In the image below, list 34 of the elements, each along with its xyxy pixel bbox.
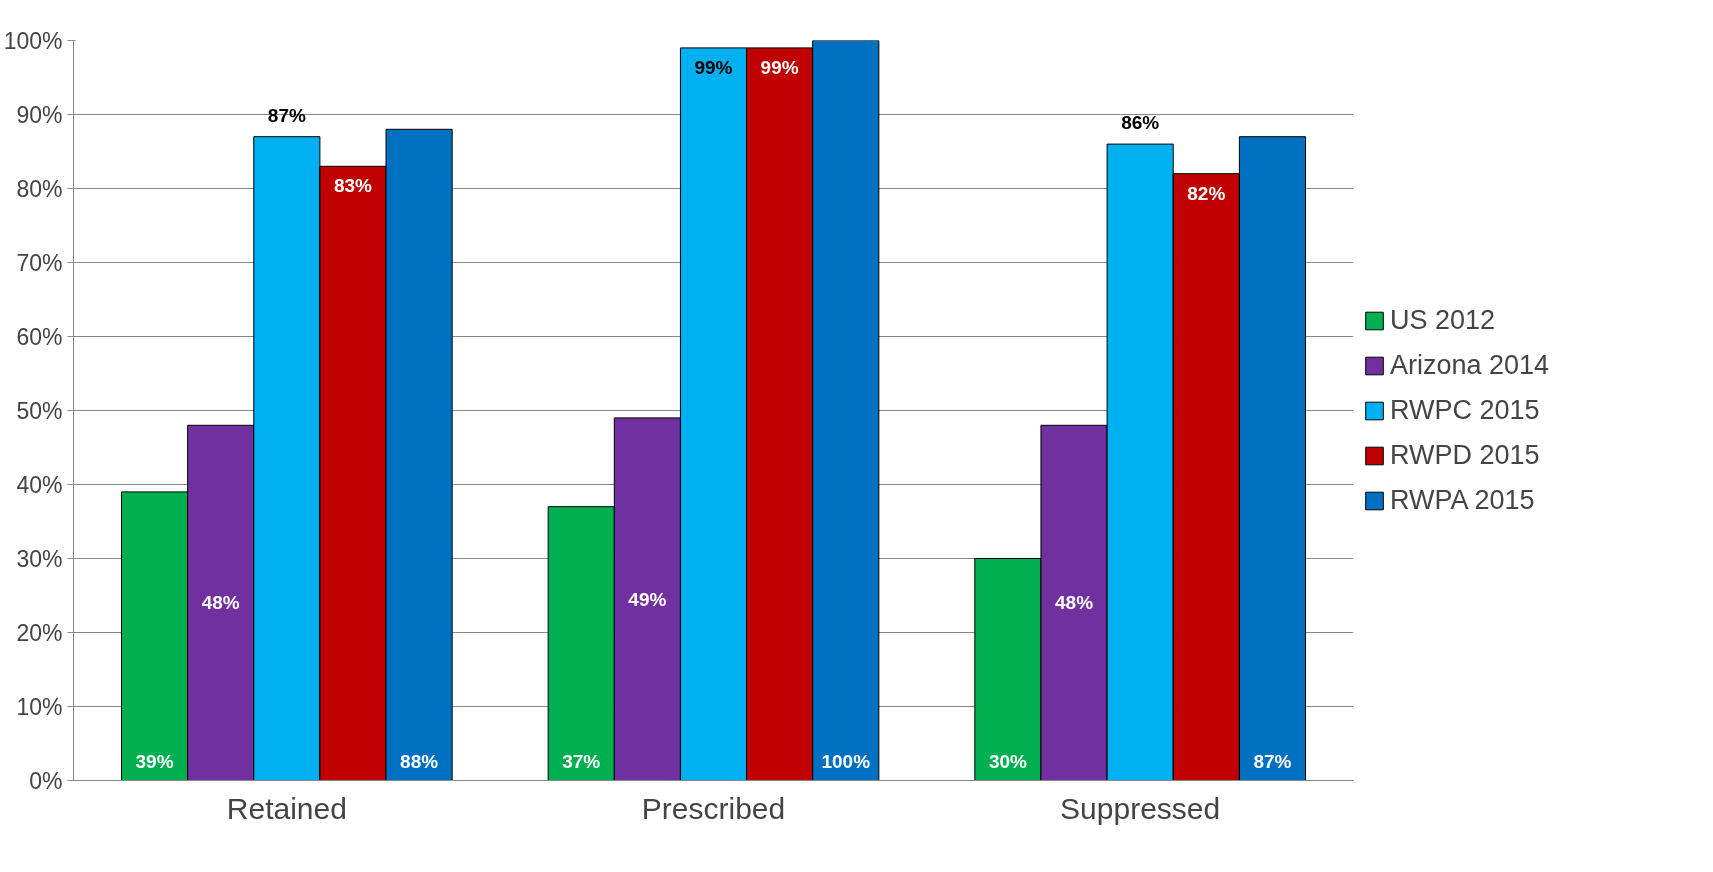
legend-label: RWPC 2015	[1390, 394, 1540, 426]
legend-label: Arizona 2014	[1390, 349, 1550, 381]
x-tick-label: Prescribed	[641, 791, 786, 825]
y-tick-label: 80%	[16, 175, 63, 202]
y-tick-label: 60%	[16, 323, 63, 350]
data-label: 100%	[821, 750, 871, 772]
y-tick-label: 50%	[16, 397, 63, 424]
y-tick-label: 40%	[16, 471, 63, 498]
legend-label: US 2012	[1390, 304, 1496, 336]
data-label: 99%	[694, 56, 733, 78]
x-tick-label: Suppressed	[1060, 791, 1221, 825]
data-label: 30%	[988, 750, 1028, 772]
y-tick-label: 30%	[16, 545, 63, 572]
y-tick-label: 70%	[16, 249, 63, 276]
data-label: 49%	[628, 588, 667, 610]
data-label: 48%	[1055, 592, 1094, 614]
data-label: 82%	[1187, 182, 1226, 204]
data-label: 37%	[562, 750, 601, 772]
data-label: 48%	[201, 592, 240, 614]
legend-label: RWPD 2015	[1390, 439, 1540, 471]
legend-label: RWPA 2015	[1390, 484, 1535, 516]
data-label: 88%	[400, 750, 439, 772]
y-tick-label: 90%	[16, 101, 63, 128]
y-tick-label: 10%	[16, 693, 63, 720]
y-tick-label: 20%	[16, 619, 63, 646]
data-label: 86%	[1121, 112, 1160, 133]
data-label: 87%	[1253, 750, 1292, 772]
data-label: 99%	[760, 56, 799, 78]
data-label: 83%	[333, 175, 373, 197]
data-label: 87%	[267, 104, 306, 126]
data-label: 39%	[135, 750, 174, 772]
y-tick-label: 100%	[3, 27, 63, 54]
y-tick-label: 0%	[29, 767, 63, 794]
x-tick-label: Retained	[226, 791, 347, 825]
